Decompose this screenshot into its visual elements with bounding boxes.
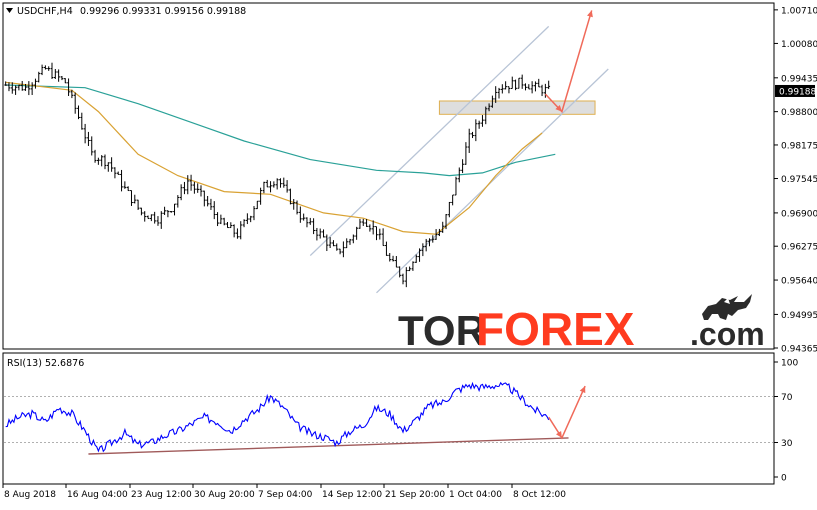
ohlc-label: 0.99296 0.99331 0.99156 0.99188 — [80, 6, 246, 17]
watermark-tor: TOR — [398, 307, 486, 354]
rsi-tick-label: 100 — [781, 359, 798, 369]
watermark-com: .com — [690, 316, 765, 352]
time-axis: 8 Aug 2018 16 Aug 04:00 23 Aug 12:00 30 Aug… — [2, 484, 566, 500]
time-tick-label: 7 Sep 04:00 — [258, 490, 313, 500]
bull-icon — [702, 294, 752, 320]
price-tick-label: 1.00710 — [781, 6, 817, 16]
rsi-tick-label: 30 — [781, 439, 793, 449]
price-tick-label: 0.95640 — [781, 277, 817, 287]
symbol-label: USDCHF,H4 — [17, 6, 73, 17]
ma-fast-line — [5, 81, 543, 235]
channel-upper-line — [309, 25, 550, 257]
price-tick-label: 0.94365 — [781, 345, 817, 355]
rsi-line — [5, 381, 550, 453]
dropdown-triangle-icon[interactable] — [6, 8, 13, 13]
resistance-zone — [438, 100, 596, 115]
time-tick-label: 23 Aug 12:00 — [131, 490, 192, 500]
time-tick-label: 21 Sep 20:00 — [385, 490, 445, 500]
rsi-level-lines — [4, 396, 773, 443]
price-tick-label: 0.97545 — [781, 175, 817, 185]
rsi-title: RSI(13) 52.6876 — [7, 358, 84, 369]
current-price-tag-text: 0.99188 — [779, 87, 816, 97]
price-tick-label: 0.96900 — [781, 209, 817, 219]
time-tick-label: 16 Aug 04:00 — [67, 490, 128, 500]
time-tick-label: 30 Aug 20:00 — [194, 490, 255, 500]
rsi-trend-line — [88, 437, 569, 455]
price-tick-label: 0.96275 — [781, 243, 817, 253]
rsi-tick-label: 0 — [781, 474, 787, 484]
price-forecast-arrow-head — [555, 104, 562, 112]
price-tick-label: 0.94995 — [781, 311, 817, 321]
price-axis: 1.00710 1.00080 0.99435 0.98800 0.98175 0.975… — [773, 3, 817, 355]
candlestick-series — [4, 62, 551, 288]
rsi-forecast-arrow-line — [548, 385, 586, 440]
watermark-forex: FOREX — [476, 303, 635, 355]
time-tick-label: 8 Aug 2018 — [4, 490, 56, 500]
time-tick-label: 1 Oct 04:00 — [449, 490, 502, 500]
price-tick-label: 1.00080 — [781, 40, 817, 50]
price-tick-label: 0.99435 — [781, 74, 817, 84]
price-tick-label: 0.98175 — [781, 141, 817, 151]
torforex-logo: TOR FOREX .com — [398, 294, 765, 355]
rsi-axis: 100 70 30 0 — [773, 353, 798, 484]
rsi-tick-label: 70 — [781, 393, 793, 403]
price-forecast-arrow-head — [587, 10, 593, 18]
rsi-forecast-arrow-head — [555, 430, 562, 438]
price-forecast-arrow — [544, 10, 593, 114]
ma-slow-line — [5, 84, 556, 177]
current-price-tag: 0.99188 — [775, 84, 816, 97]
channel-lower-line — [376, 68, 609, 294]
time-tick-label: 14 Sep 12:00 — [322, 490, 382, 500]
rsi-forecast-arrow-head — [579, 386, 586, 394]
current-price-tag-bg — [775, 84, 815, 97]
time-tick-label: 8 Oct 12:00 — [513, 490, 566, 500]
price-tick-label: 0.98800 — [781, 108, 817, 118]
rsi-forecast-arrow — [548, 385, 586, 440]
